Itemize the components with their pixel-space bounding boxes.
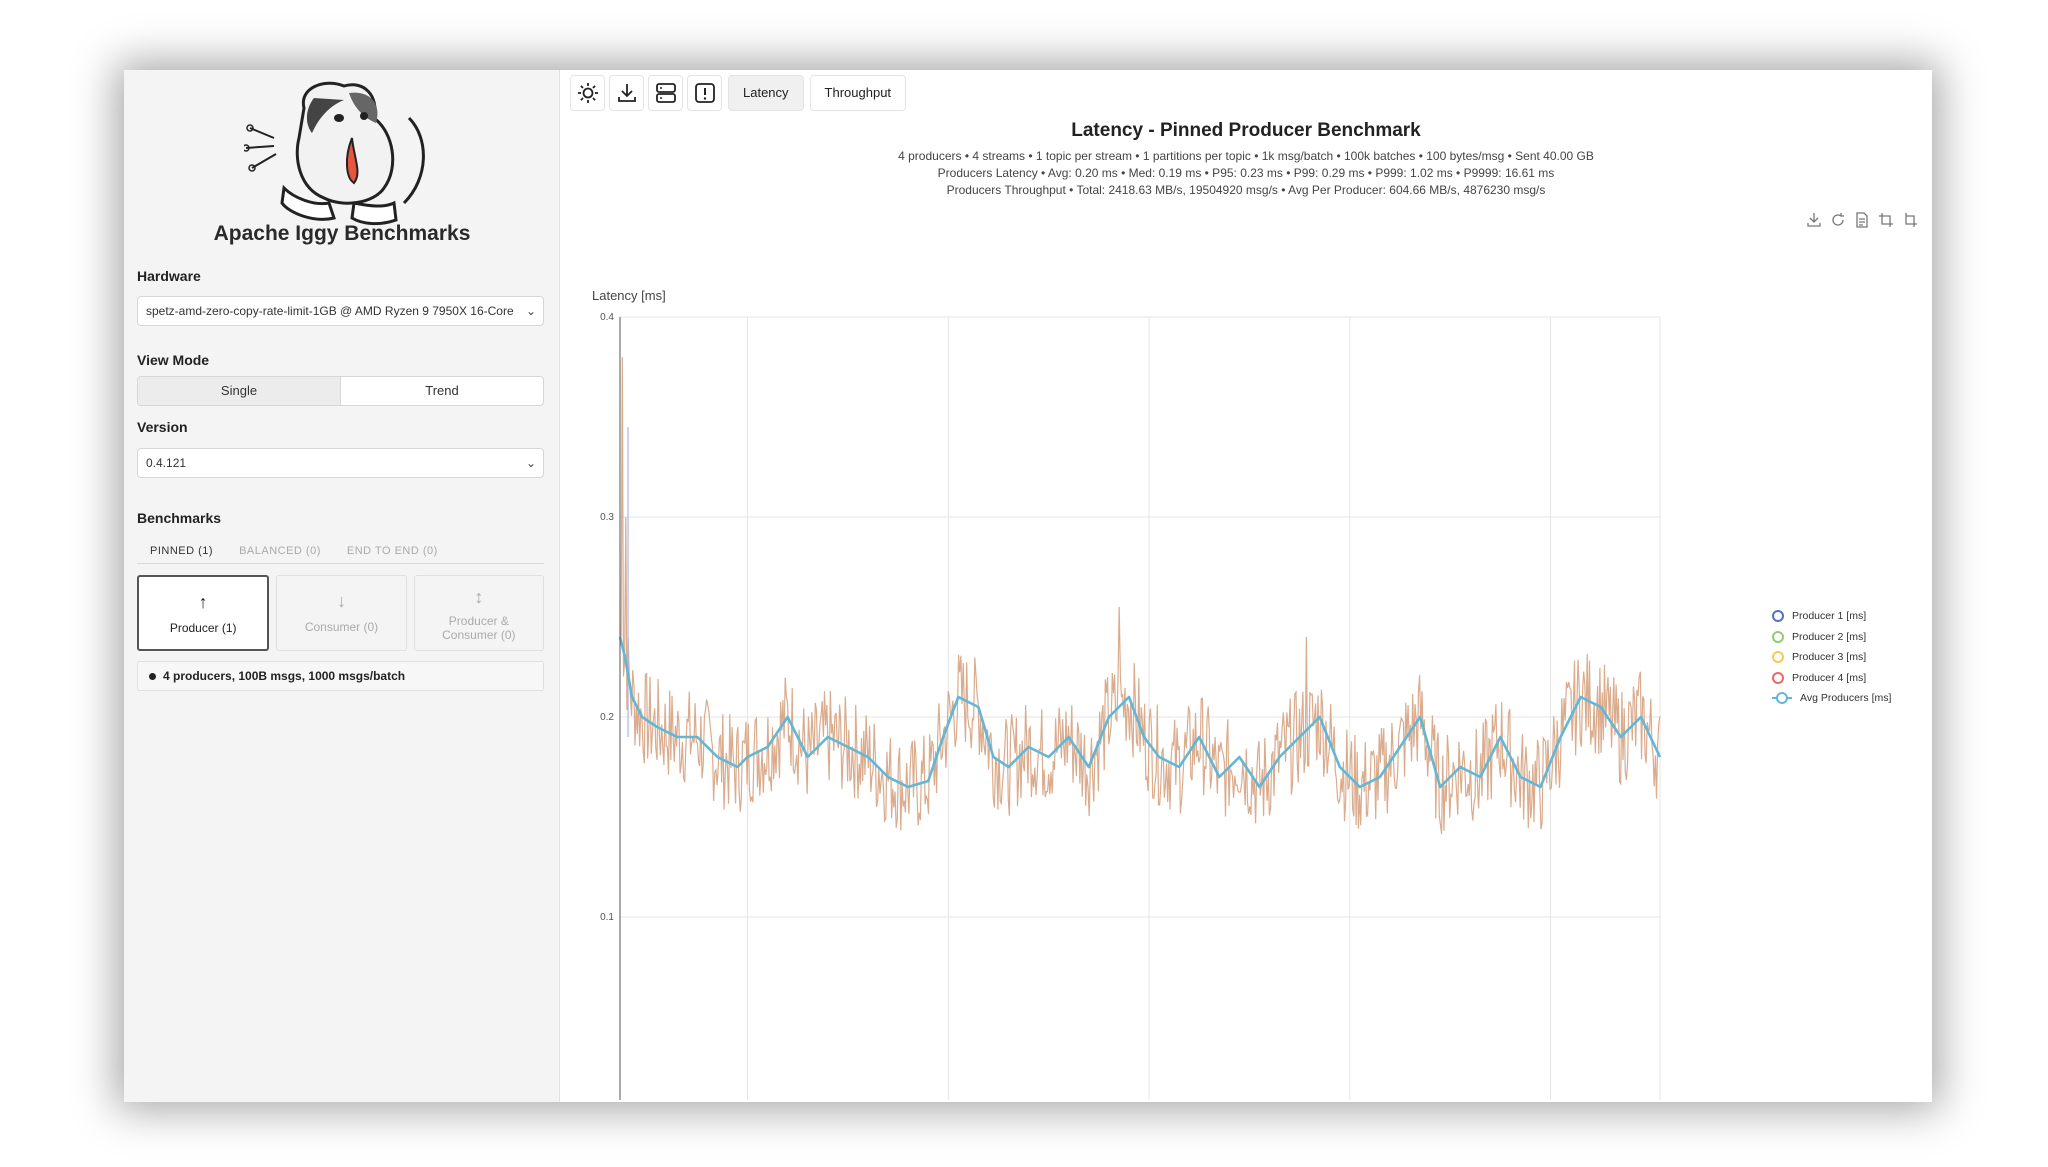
chart-grid [619, 316, 1661, 1100]
card-producer[interactable]: ↑ Producer (1) [137, 575, 270, 651]
iggy-logo [244, 81, 425, 226]
sidebar: Apache Iggy Benchmarks Hardware spetz-am… [124, 70, 560, 1102]
version-select[interactable]: 0.4.121 ⌄ [137, 448, 544, 478]
app-window: Apache Iggy Benchmarks Hardware spetz-am… [124, 70, 1932, 1102]
legend-line-marker-icon [1772, 692, 1792, 705]
chart-axes: Latency [ms]00.10.20.30.40.73 s2 s4 s6 s… [592, 288, 666, 1100]
legend-marker-icon [1772, 671, 1784, 684]
chart-legend: Producer 1 [ms] Producer 2 [ms] Producer… [1772, 606, 1891, 709]
tab-pinned[interactable]: PINNED (1) [150, 545, 214, 557]
version-label: Version [137, 419, 188, 435]
legend-marker-icon [1772, 630, 1784, 643]
sun-icon[interactable] [570, 75, 605, 111]
legend-marker-icon [1772, 651, 1784, 664]
view-mode-toggle: Single Trend [137, 376, 544, 406]
chevron-down-icon: ⌄ [525, 304, 536, 318]
legend-item[interactable]: Producer 2 [ms] [1772, 627, 1891, 648]
server-icon[interactable] [648, 75, 683, 111]
card-consumer-label: Consumer (0) [304, 620, 379, 634]
chart-title: Latency - Pinned Producer Benchmark [1071, 120, 1421, 141]
chart-subtitle-config: 4 producers • 4 streams • 1 topic per st… [898, 149, 1594, 163]
view-mode-label: View Mode [137, 352, 210, 368]
benchmarks-label: Benchmarks [137, 510, 222, 526]
toolbar: Latency Throughput [570, 75, 907, 111]
latency-chart[interactable]: Latency [ms]00.10.20.30.40.73 s2 s4 s6 s… [560, 200, 1932, 1100]
arrow-updown-icon: ↕ [474, 587, 484, 607]
raw-producer-latency-line [619, 356, 1661, 835]
download-icon[interactable] [609, 75, 644, 111]
avg-producers-line [618, 636, 1662, 789]
card-producer-consumer-label: Producer & Consumer (0) [442, 614, 516, 642]
card-producer-consumer[interactable]: ↕ Producer & Consumer (0) [413, 575, 544, 651]
tab-end-to-end[interactable]: END TO END (0) [346, 545, 438, 557]
benchmark-list-item[interactable]: 4 producers, 100B msgs, 1000 msgs/batch [137, 661, 544, 691]
zoom-reset-icon[interactable] [1902, 212, 1918, 228]
view-mode-trend[interactable]: Trend [425, 383, 459, 398]
chart-series [618, 636, 1662, 789]
tab-throughput[interactable]: Throughput [809, 75, 907, 111]
tab-latency[interactable]: Latency [728, 75, 804, 111]
legend-item[interactable]: Producer 4 [ms] [1772, 668, 1891, 689]
hardware-value: spetz-amd-zero-copy-rate-limit-1GB @ AMD… [146, 304, 514, 318]
y-tick-label: 0.2 [600, 712, 614, 723]
restore-icon[interactable] [1830, 212, 1846, 228]
save-image-icon[interactable] [1806, 212, 1822, 228]
chart-subtitle-throughput: Producers Throughput • Total: 2418.63 MB… [946, 183, 1546, 197]
card-producer-label: Producer (1) [169, 621, 237, 635]
raw-latency-lines [619, 356, 1661, 835]
benchmark-tabs: PINNED (1) BALANCED (0) END TO END (0) [137, 538, 544, 564]
benchmark-kind-cards: ↑ Producer (1) ↓ Consumer (0) ↕ Producer… [137, 575, 544, 651]
alert-icon[interactable] [687, 75, 722, 111]
arrow-down-icon: ↓ [336, 591, 346, 611]
version-value: 0.4.121 [146, 456, 187, 470]
legend-marker-icon [1772, 610, 1784, 623]
tab-balanced[interactable]: BALANCED (0) [239, 545, 321, 557]
chart-toolbox [1806, 212, 1918, 228]
bullet-icon [149, 673, 156, 680]
data-view-icon[interactable] [1854, 212, 1870, 228]
zoom-icon[interactable] [1878, 212, 1894, 228]
chart-subtitle-latency: Producers Latency • Avg: 0.20 ms • Med: … [937, 166, 1555, 180]
app-title: Apache Iggy Benchmarks [213, 222, 471, 245]
main-panel: Latency Throughput Latency - Pinned Prod… [560, 70, 1932, 1102]
legend-item[interactable]: Producer 3 [ms] [1772, 647, 1891, 668]
legend-item[interactable]: Producer 1 [ms] [1772, 606, 1891, 627]
view-mode-single[interactable]: Single [138, 377, 340, 405]
hardware-select[interactable]: spetz-amd-zero-copy-rate-limit-1GB @ AMD… [137, 296, 544, 326]
legend-item[interactable]: Avg Producers [ms] [1772, 688, 1891, 709]
divider [340, 377, 341, 405]
benchmark-item-label: 4 producers, 100B msgs, 1000 msgs/batch [163, 669, 406, 683]
chevron-down-icon: ⌄ [525, 456, 536, 470]
y-tick-label: 0.3 [600, 512, 614, 523]
arrow-up-icon: ↑ [198, 592, 208, 612]
card-consumer[interactable]: ↓ Consumer (0) [276, 575, 407, 651]
y-axis-label: Latency [ms] [592, 288, 666, 303]
y-tick-label: 0.4 [600, 312, 614, 323]
hardware-label: Hardware [137, 268, 201, 284]
y-tick-label: 0.1 [600, 912, 614, 923]
